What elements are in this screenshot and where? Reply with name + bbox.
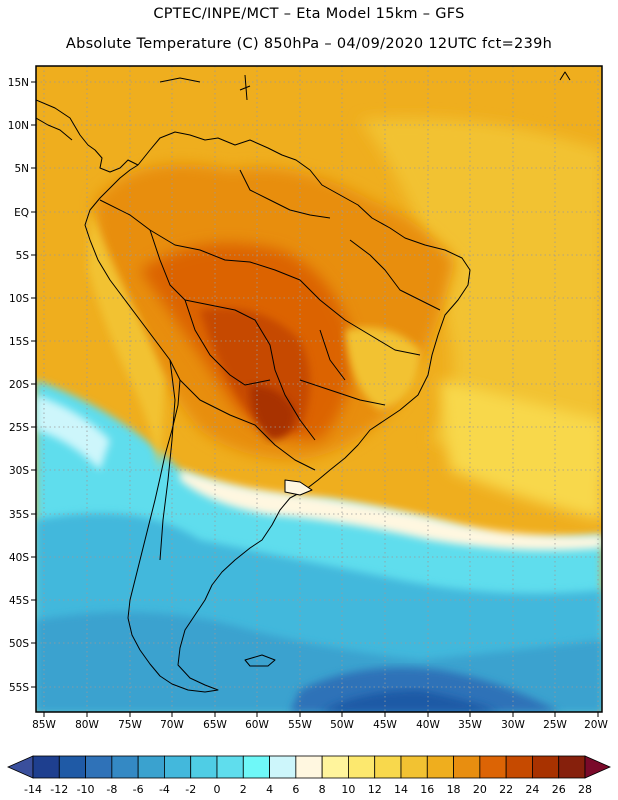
colorbar-label: 26 [552, 783, 566, 796]
colorbar-label: 20 [473, 783, 487, 796]
colorbar-label: 0 [214, 783, 221, 796]
colorbar-over-arrow [584, 755, 611, 779]
colorbar-label: -4 [159, 783, 170, 796]
colorbar-swatch [242, 755, 270, 779]
colorbar-swatch [85, 755, 113, 779]
lon-label-80w: 80W [75, 719, 99, 731]
colorbar-swatch [58, 755, 86, 779]
lat-label-eq: EQ [14, 207, 29, 219]
colorbar-swatch [426, 755, 454, 779]
title-line-2: Absolute Temperature (C) 850hPa – 04/09/… [65, 36, 553, 52]
colorbar-swatch [164, 755, 192, 779]
lat-label-45s: 45S [9, 595, 29, 607]
colorbar-swatch [374, 755, 402, 779]
colorbar-label: 18 [447, 783, 461, 796]
colorbar-label: 12 [368, 783, 382, 796]
colorbar-label: -2 [185, 783, 196, 796]
colorbar-swatch [295, 755, 323, 779]
colorbar-swatch [32, 755, 60, 779]
colorbar-label: 8 [319, 783, 326, 796]
colorbar-swatch [505, 755, 533, 779]
lat-label-10n: 10N [8, 120, 29, 132]
colorbar-label: -10 [77, 783, 95, 796]
lon-label-35w: 35W [458, 719, 482, 731]
lat-axis: 15N 10N 5N EQ 5S 10S 15S 20S 25S 30S 35S… [8, 77, 36, 694]
temperature-field [36, 66, 602, 712]
lat-label-15n: 15N [8, 77, 29, 89]
colorbar-label: 16 [420, 783, 434, 796]
colorbar-swatch [558, 755, 586, 779]
colorbar-label: -8 [106, 783, 117, 796]
colorbar-swatch [137, 755, 165, 779]
map-frame [35, 65, 603, 713]
lon-axis: 85W 80W 75W 70W 65W 60W 55W 50W 45W 40W … [32, 712, 608, 731]
colorbar-label: -14 [24, 783, 42, 796]
colorbar-label: 28 [578, 783, 592, 796]
colorbar-label: 2 [240, 783, 247, 796]
lon-label-50w: 50W [330, 719, 354, 731]
lat-label-30s: 30S [9, 465, 29, 477]
colorbar-swatch [453, 755, 481, 779]
colorbar-swatch [400, 755, 428, 779]
colorbar-swatch [111, 755, 139, 779]
colorbar-label: 4 [266, 783, 273, 796]
lat-label-35s: 35S [9, 509, 29, 521]
lon-label-30w: 30W [501, 719, 525, 731]
lon-label-65w: 65W [203, 719, 227, 731]
title-line-1: CPTEC/INPE/MCT – Eta Model 15km – GFS [153, 6, 465, 22]
lat-label-20s: 20S [9, 379, 29, 391]
colorbar-swatch [532, 755, 560, 779]
lon-label-70w: 70W [160, 719, 184, 731]
colorbar: -14 -12 -10 -8 -6 -4 -2 0 2 4 6 8 10 12 14 16 18 20 22 24 26… [7, 755, 611, 796]
colorbar-swatch [269, 755, 297, 779]
coastlines [36, 71, 571, 693]
colorbar-label: 10 [341, 783, 355, 796]
colorbar-label: -6 [133, 783, 144, 796]
colorbar-swatch [479, 755, 507, 779]
lon-label-25w: 25W [543, 719, 567, 731]
colorbar-label: 24 [525, 783, 539, 796]
lon-label-75w: 75W [118, 719, 142, 731]
lat-label-10s: 10S [9, 293, 29, 305]
colorbar-label: 22 [499, 783, 513, 796]
lat-label-40s: 40S [9, 552, 29, 564]
colorbar-label: 14 [394, 783, 408, 796]
colorbar-label: 6 [292, 783, 299, 796]
lon-label-60w: 60W [245, 719, 269, 731]
lat-label-5s: 5S [16, 250, 30, 262]
lat-label-50s: 50S [9, 638, 29, 650]
colorbar-label: -12 [50, 783, 68, 796]
colorbar-swatch [348, 755, 376, 779]
lat-label-15s: 15S [9, 336, 29, 348]
lat-label-55s: 55S [9, 682, 29, 694]
lon-label-85w: 85W [32, 719, 56, 731]
lon-label-45w: 45W [373, 719, 397, 731]
lat-label-25s: 25S [9, 422, 29, 434]
lon-label-55w: 55W [288, 719, 312, 731]
colorbar-under-arrow [7, 755, 34, 779]
colorbar-swatch [321, 755, 349, 779]
lat-label-5n: 5N [14, 163, 29, 175]
colorbar-swatch [190, 755, 218, 779]
colorbar-swatch [216, 755, 244, 779]
lon-label-20w: 20W [584, 719, 608, 731]
lon-label-40w: 40W [416, 719, 440, 731]
